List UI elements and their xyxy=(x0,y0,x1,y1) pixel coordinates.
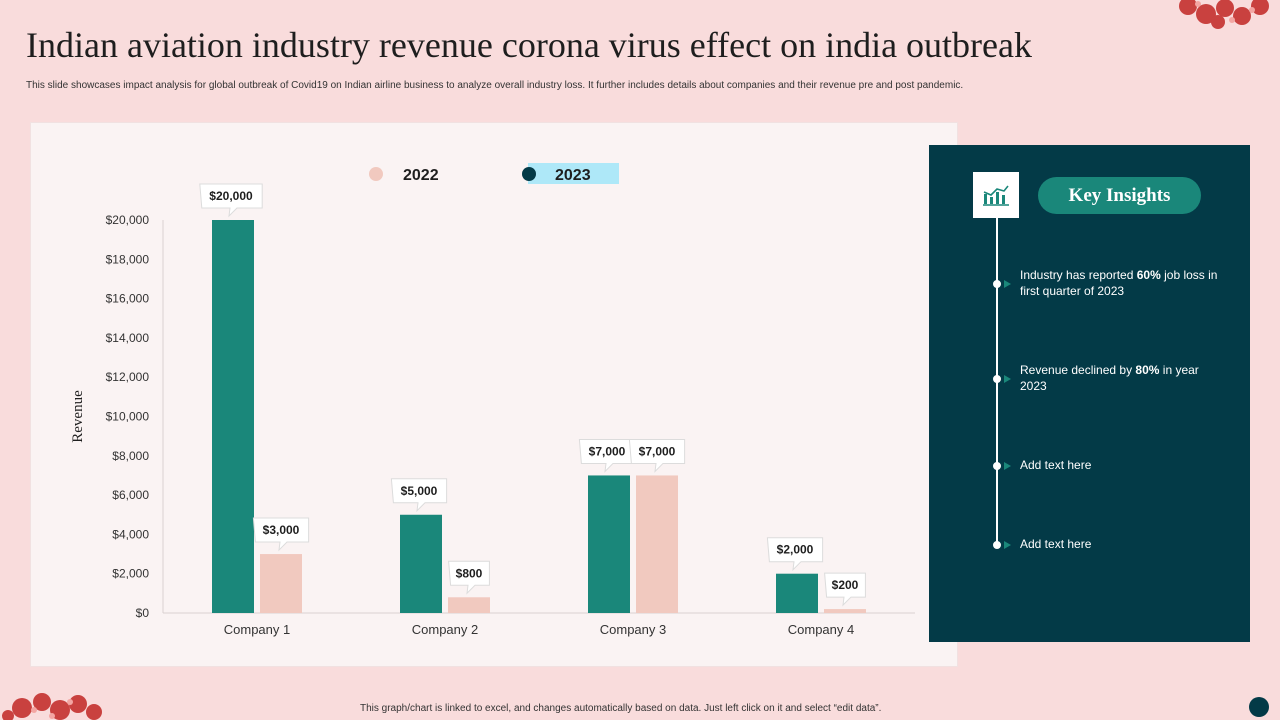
y-tick-label: $12,000 xyxy=(106,370,150,384)
x-tick-label: Company 3 xyxy=(600,622,666,637)
y-tick-label: $2,000 xyxy=(112,567,149,581)
bar xyxy=(212,220,254,613)
legend-label: 2023 xyxy=(555,167,591,184)
data-label: $5,000 xyxy=(401,484,438,498)
data-label: $7,000 xyxy=(589,444,626,458)
bar xyxy=(260,554,302,613)
revenue-bar-chart: $0 $2,000 $4,000 $6,000 $8,000 $10,000 $12,000… xyxy=(70,163,915,637)
key-insights-heading: Key Insights xyxy=(1038,177,1201,214)
arrow-right-icon xyxy=(1004,462,1011,470)
arrow-right-icon xyxy=(1004,280,1011,288)
bar xyxy=(400,514,442,613)
y-tick-label: $18,000 xyxy=(106,252,150,266)
timeline-dot xyxy=(993,462,1001,470)
chart-icon xyxy=(983,185,1009,206)
virus-decoration-top-icon xyxy=(1179,0,1269,29)
insight-text: Industry has reported 60% job loss in fi… xyxy=(1020,268,1218,298)
page-subtitle: This slide showcases impact analysis for… xyxy=(26,80,964,91)
data-label-callout xyxy=(448,560,490,595)
slide-marker-dot xyxy=(1249,697,1269,717)
chart-card: $0 $2,000 $4,000 $6,000 $8,000 $10,000 $12,000… xyxy=(30,122,958,667)
timeline-line xyxy=(996,218,998,548)
y-tick-label: $20,000 xyxy=(106,213,150,227)
arrow-right-icon xyxy=(1004,375,1011,383)
data-label: $800 xyxy=(456,566,483,580)
data-label: $200 xyxy=(832,578,859,592)
timeline-dot xyxy=(993,280,1001,288)
data-label-callout xyxy=(766,537,824,572)
x-tick-label: Company 4 xyxy=(788,622,854,637)
y-tick-label: $4,000 xyxy=(112,527,149,541)
bar xyxy=(588,475,630,613)
data-label-callout xyxy=(199,183,263,218)
legend-marker xyxy=(369,167,383,181)
page-title: Indian aviation industry revenue corona … xyxy=(26,25,1032,65)
x-tick-label: Company 2 xyxy=(412,622,478,637)
footer-note: This graph/chart is linked to excel, and… xyxy=(360,703,882,714)
key-insights-panel: Key Insights Industry has reported 60% j… xyxy=(929,145,1250,642)
bar xyxy=(776,573,818,613)
bar xyxy=(448,597,490,613)
insight-text: Add text here xyxy=(1020,458,1092,472)
y-tick-label: $6,000 xyxy=(112,488,149,502)
y-tick-label: $10,000 xyxy=(106,410,150,424)
timeline-dot xyxy=(993,375,1001,383)
data-label: $20,000 xyxy=(209,189,253,203)
data-label-callout xyxy=(824,572,866,607)
y-tick-label: $0 xyxy=(136,606,150,620)
bar xyxy=(636,475,678,613)
y-tick-label: $14,000 xyxy=(106,331,150,345)
legend-label: 2022 xyxy=(403,167,439,184)
data-label-callout xyxy=(390,478,448,513)
insight-text: Add text here xyxy=(1020,537,1092,551)
y-tick-label: $8,000 xyxy=(112,449,149,463)
data-label: $7,000 xyxy=(639,444,676,458)
chart-icon-box xyxy=(973,172,1019,218)
data-label-callout xyxy=(628,438,686,473)
data-label: $3,000 xyxy=(263,523,300,537)
data-label: $2,000 xyxy=(777,543,814,557)
legend-marker xyxy=(522,167,536,181)
arrow-right-icon xyxy=(1004,541,1011,549)
virus-decoration-bottom-icon xyxy=(2,693,102,720)
data-label-callout xyxy=(252,517,310,552)
legend-highlight xyxy=(528,163,619,184)
bar xyxy=(824,609,866,613)
y-tick-label: $16,000 xyxy=(106,292,150,306)
y-axis-label: Revenue xyxy=(70,390,86,443)
timeline-dot xyxy=(993,541,1001,549)
x-tick-label: Company 1 xyxy=(224,622,290,637)
insight-text: Revenue declined by 80% in year 2023 xyxy=(1020,363,1199,393)
